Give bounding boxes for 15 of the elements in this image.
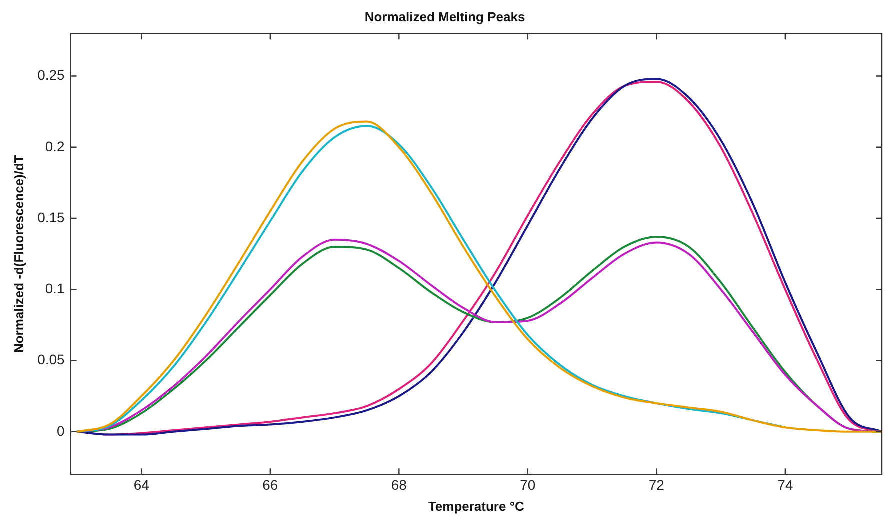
x-tick-label: 74 <box>778 476 794 493</box>
x-axis-title: Temperature °C <box>428 498 526 514</box>
x-tick-label: 68 <box>391 476 408 493</box>
y-tick-label: 0.05 <box>38 352 66 368</box>
x-tick-label: 72 <box>648 476 665 493</box>
y-tick-label: 0 <box>57 422 66 439</box>
y-tick-label: 0.15 <box>38 209 66 226</box>
y-tick-label: 0.1 <box>45 280 66 297</box>
y-tick-label: 0.25 <box>38 67 66 84</box>
chart-title: Normalized Melting Peaks <box>364 9 526 24</box>
x-tick-label: 66 <box>262 476 278 493</box>
x-tick-label: 70 <box>520 476 536 493</box>
y-axis-title: Normalized -d(Fluorescence)/dT <box>11 155 26 354</box>
x-tick-label: 64 <box>134 476 150 493</box>
y-tick-label: 0.2 <box>45 138 66 154</box>
